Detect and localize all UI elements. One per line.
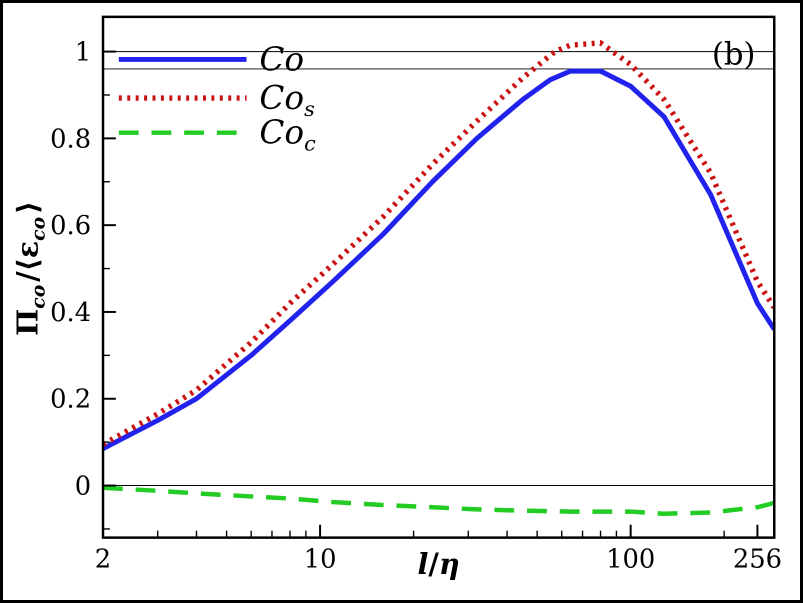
series-Co_s bbox=[103, 40, 775, 447]
y-axis-label: Πco /⟨εco ⟩ bbox=[11, 201, 50, 336]
plot-frame bbox=[101, 15, 776, 539]
legend-label-Co_c: Coc bbox=[259, 114, 316, 156]
series-Co bbox=[103, 68, 775, 451]
legend-label-Co: Co bbox=[259, 40, 304, 78]
x-tick-label: 256 bbox=[733, 544, 782, 574]
y-tick-label: 0.4 bbox=[50, 298, 91, 328]
x-tick-label: 10 bbox=[304, 544, 337, 574]
y-tick-label: 1 bbox=[75, 37, 91, 67]
y-tick-label: 0.6 bbox=[50, 211, 91, 241]
series-Co_c bbox=[103, 485, 775, 516]
x-tick-label: 2 bbox=[95, 544, 111, 574]
series-group bbox=[103, 40, 775, 516]
y-tick-label: 0 bbox=[75, 471, 91, 501]
ticks bbox=[102, 50, 759, 538]
panel-label: (b) bbox=[712, 37, 756, 72]
legend-label-Co_s: Cos bbox=[259, 79, 314, 121]
x-axis-label: l/η bbox=[417, 547, 459, 581]
y-tick-label: 0.8 bbox=[50, 124, 91, 154]
y-tick-label: 0.2 bbox=[50, 385, 91, 415]
x-tick-label: 100 bbox=[606, 544, 655, 574]
